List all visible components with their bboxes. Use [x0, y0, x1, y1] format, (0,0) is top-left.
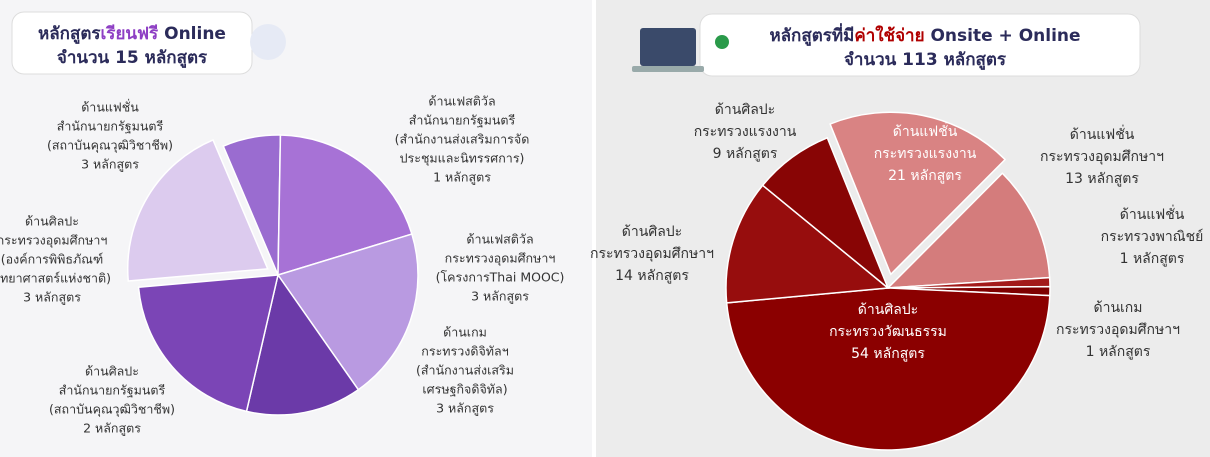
- slice-label: (สำนักงานส่งเสริม: [416, 363, 514, 378]
- slice-label: ด้านเฟสติวัล: [466, 232, 533, 247]
- infographic: หลักสูตรเรียนฟรี Online จำนวน 15 หลักสูต…: [0, 0, 1210, 457]
- chart-title: หลักสูตรที่มีค่าใช้จ่าย Onsite + Online: [769, 23, 1080, 47]
- value-label: 1 หลักสูตร: [433, 170, 491, 186]
- value-label: 54 หลักสูตร: [851, 346, 925, 362]
- slice-label: (สำนักงานส่งเสริมการจัด: [395, 132, 530, 147]
- slice-label: กระทรวงวัฒนธรรม: [829, 324, 947, 340]
- laptop-icon: [632, 66, 704, 72]
- slice-label: ด้านแฟชั่น: [81, 99, 139, 115]
- slice-label: ด้านแฟชั่น: [1120, 205, 1185, 223]
- value-label: 1 หลักสูตร: [1120, 251, 1185, 267]
- slice-label: ด้านแฟชั่น: [1070, 125, 1135, 143]
- slice-label: ด้านแฟชั่น: [893, 122, 958, 140]
- value-label: 21 หลักสูตร: [888, 168, 962, 184]
- value-label: 3 หลักสูตร: [23, 290, 81, 306]
- slice-label: กระทรวงดิจิทัลฯ: [421, 344, 508, 359]
- value-label: 2 หลักสูตร: [83, 421, 141, 437]
- slice-label: ด้านเฟสติวัล: [428, 94, 495, 109]
- slice-label: กระทรวงอุดมศึกษาฯ: [1040, 149, 1164, 165]
- title-part: ค่าใช้จ่าย: [854, 25, 924, 46]
- slice-label: กระทรวงแรงงาน: [694, 124, 797, 140]
- slice-label: กระทรวงอุดมศึกษาฯ: [590, 246, 714, 262]
- slice-label: ด้านศิลปะ: [85, 364, 139, 379]
- slice-label: ด้านเกม: [443, 325, 487, 340]
- slice-label: ด้านศิลปะ: [622, 224, 682, 240]
- slice-label: สำนักนายกรัฐมนตรี: [57, 119, 164, 134]
- value-label: 3 หลักสูตร: [471, 289, 529, 305]
- title-part: หลักสูตร: [38, 24, 101, 45]
- title-part: หลักสูตรที่มี: [769, 23, 854, 47]
- value-label: 3 หลักสูตร: [81, 157, 139, 173]
- slice-label: ด้านเกม: [1093, 300, 1142, 316]
- slice-label: (โครงการThai MOOC): [436, 270, 565, 285]
- slice-label: สำนักนายกรัฐมนตรี: [59, 383, 166, 398]
- slice-label: ประชุมและนิทรรศการ): [400, 151, 525, 167]
- value-label: 14 หลักสูตร: [615, 268, 689, 284]
- value-label: 13 หลักสูตร: [1065, 171, 1139, 187]
- title-part: Onsite + Online: [925, 26, 1081, 46]
- title-part: เรียนฟรี: [101, 23, 160, 44]
- icon: [715, 35, 729, 49]
- slice-label: ด้านศิลปะ: [25, 214, 79, 229]
- slice-label: กระทรวงแรงงาน: [874, 146, 977, 162]
- chart-subtitle: จำนวน 15 หลักสูตร: [57, 48, 208, 69]
- slice-label: กระทรวงอุดมศึกษาฯ: [445, 251, 556, 267]
- slice-label: (องค์การพิพิธภัณฑ์: [1, 252, 103, 267]
- slice-label: สำนักนายกรัฐมนตรี: [409, 113, 516, 128]
- slice-label: กระทรวงอุดมศึกษาฯ: [0, 233, 107, 249]
- slice-label: วิทยาศาสตร์แห่งชาติ): [0, 271, 111, 286]
- slice-label: ด้านศิลปะ: [715, 102, 775, 118]
- slice-label: (สถาบันคุณวุฒิวิชาชีพ): [47, 138, 173, 154]
- slice-label: ด้านศิลปะ: [858, 302, 918, 318]
- slice-label: (สถาบันคุณวุฒิวิชาชีพ): [49, 402, 175, 418]
- slice-label: กระทรวงพาณิชย์: [1101, 228, 1204, 245]
- people-icon: [250, 24, 286, 60]
- value-label: 1 หลักสูตร: [1086, 344, 1151, 360]
- value-label: 9 หลักสูตร: [713, 146, 778, 162]
- title-part: Online: [158, 24, 226, 44]
- chart-title: หลักสูตรเรียนฟรี Online: [38, 23, 226, 45]
- value-label: 3 หลักสูตร: [436, 401, 494, 417]
- laptop-icon: [640, 28, 696, 66]
- slice-label: กระทรวงอุดมศึกษาฯ: [1056, 322, 1180, 338]
- chart-subtitle: จำนวน 113 หลักสูตร: [844, 50, 1007, 71]
- slice-label: เศรษฐกิจดิจิทัล): [422, 382, 507, 397]
